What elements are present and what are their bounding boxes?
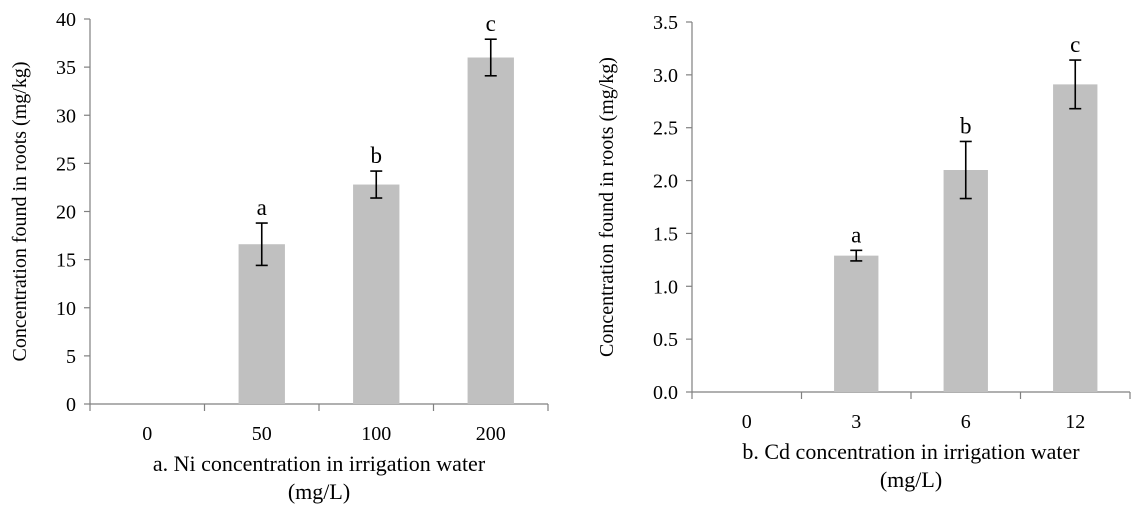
x-axis-title: (mg/L)	[288, 479, 350, 504]
y-tick-label: 3.0	[653, 65, 678, 87]
y-tick-label: 2.0	[653, 171, 678, 193]
significance-letter: a	[851, 222, 861, 247]
significance-letter: c	[486, 11, 496, 36]
x-tick-label: 100	[361, 423, 391, 445]
bar	[943, 170, 988, 392]
y-tick-label: 10	[56, 298, 76, 320]
y-tick-label: 40	[56, 9, 76, 31]
x-axis-title: a. Ni concentration in irrigation water	[153, 451, 486, 476]
y-tick-label: 2.5	[653, 118, 678, 140]
x-tick-label: 0	[142, 423, 152, 445]
x-axis-title: (mg/L)	[880, 467, 942, 492]
bar	[1053, 84, 1098, 392]
x-tick-label: 50	[252, 423, 272, 445]
x-axis-title: b. Cd concentration in irrigation water	[742, 439, 1080, 464]
y-tick-label: 1.0	[653, 276, 678, 298]
x-tick-label: 200	[476, 423, 506, 445]
x-tick-label: 3	[851, 411, 861, 433]
chart-cd-roots: 0.0 0.5 1.0 1.5 2.0 2.5 3.0 3.5 0 a 3 b 6 c 12 b. Cd co…	[596, 12, 1131, 492]
significance-letter: b	[371, 143, 383, 168]
y-tick-label: 0.0	[653, 382, 678, 404]
y-tick-label: 15	[56, 250, 76, 272]
y-axis-title: Concentration found in roots (mg/kg)	[596, 57, 618, 357]
y-tick-label: 3.5	[653, 12, 678, 34]
bar	[467, 57, 514, 404]
y-tick-label: 0	[66, 394, 76, 416]
y-tick-label: 35	[56, 57, 76, 79]
significance-letter: a	[257, 195, 267, 220]
bar	[834, 255, 879, 392]
x-tick-label: 0	[742, 411, 752, 433]
y-tick-label: 25	[56, 153, 76, 175]
x-tick-label: 6	[961, 411, 971, 433]
y-axis-title: Concentration found in roots (mg/kg)	[9, 62, 31, 362]
bar	[353, 184, 400, 404]
y-tick-label: 1.5	[653, 223, 678, 245]
chart-ni-roots: 0 5 10 15 20 25 30 35 40 0 a 50 b 100 c 200 a. Ni concen…	[9, 9, 549, 504]
significance-letter: c	[1070, 32, 1080, 57]
bar	[238, 244, 285, 404]
y-tick-label: 0.5	[653, 329, 678, 351]
y-tick-label: 30	[56, 105, 76, 127]
significance-letter: b	[960, 113, 972, 138]
y-tick-label: 20	[56, 202, 76, 224]
x-tick-label: 12	[1065, 411, 1085, 433]
y-tick-label: 5	[66, 346, 76, 368]
